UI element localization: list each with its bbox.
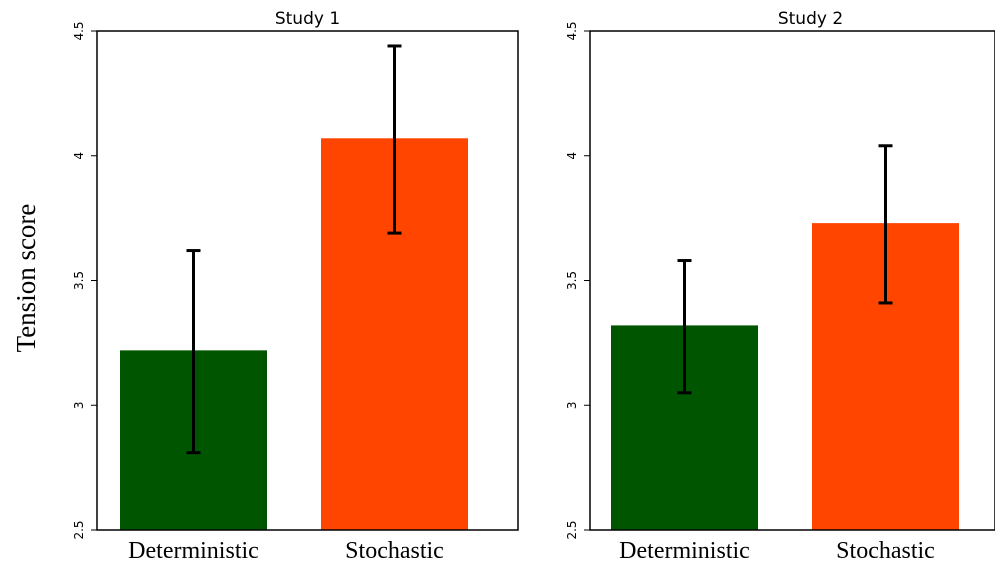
y-tick-label: 4 [72, 152, 86, 160]
x-category-label: Deterministic [128, 538, 259, 564]
y-tick-label: 3.5 [565, 271, 579, 290]
y-tick-label: 3 [565, 401, 579, 409]
y-tick-label: 2.5 [72, 520, 86, 539]
y-tick-label: 3 [72, 401, 86, 409]
x-category-label: Stochastic [345, 538, 444, 564]
x-category-label: Deterministic [619, 538, 750, 564]
panel-title: Study 2 [778, 9, 843, 29]
panel-title: Study 1 [275, 9, 340, 29]
y-tick-label: 3.5 [72, 271, 86, 290]
y-tick-label: 4.5 [565, 21, 579, 40]
x-category-label: Stochastic [836, 538, 935, 564]
y-tick-label: 4.5 [72, 21, 86, 40]
y-tick-label: 4 [565, 152, 579, 160]
y-tick-label: 2.5 [565, 520, 579, 539]
y-axis-title: Tension score [11, 204, 41, 353]
